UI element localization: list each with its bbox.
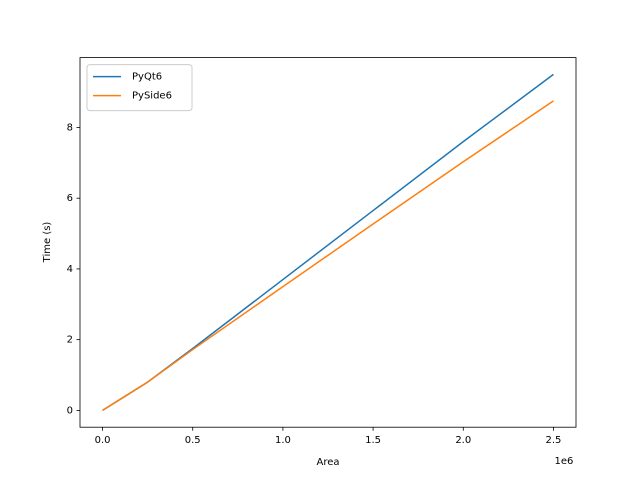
x-tick-label: 1.0 [275, 435, 291, 446]
y-tick-label: 6 [67, 193, 73, 204]
x-offset-label: 1e6 [555, 456, 574, 467]
y-axis-label: Time (s) [42, 222, 53, 264]
legend-label: PyQt6 [132, 72, 162, 83]
axes-frame [79, 57, 577, 428]
x-tick-label: 0.5 [185, 435, 201, 446]
x-axis-label: Area [316, 457, 339, 468]
legend-label: PySide6 [132, 91, 172, 102]
y-tick-label: 8 [67, 122, 73, 133]
x-tick-label: 1.5 [365, 435, 381, 446]
x-tick-label: 0.0 [95, 435, 111, 446]
x-tick-label: 2.5 [546, 435, 562, 446]
y-tick-label: 4 [67, 264, 73, 275]
x-tick-label: 2.0 [455, 435, 471, 446]
line-series [102, 100, 554, 412]
y-tick-label: 2 [67, 335, 73, 346]
y-tick-label: 0 [67, 405, 73, 416]
